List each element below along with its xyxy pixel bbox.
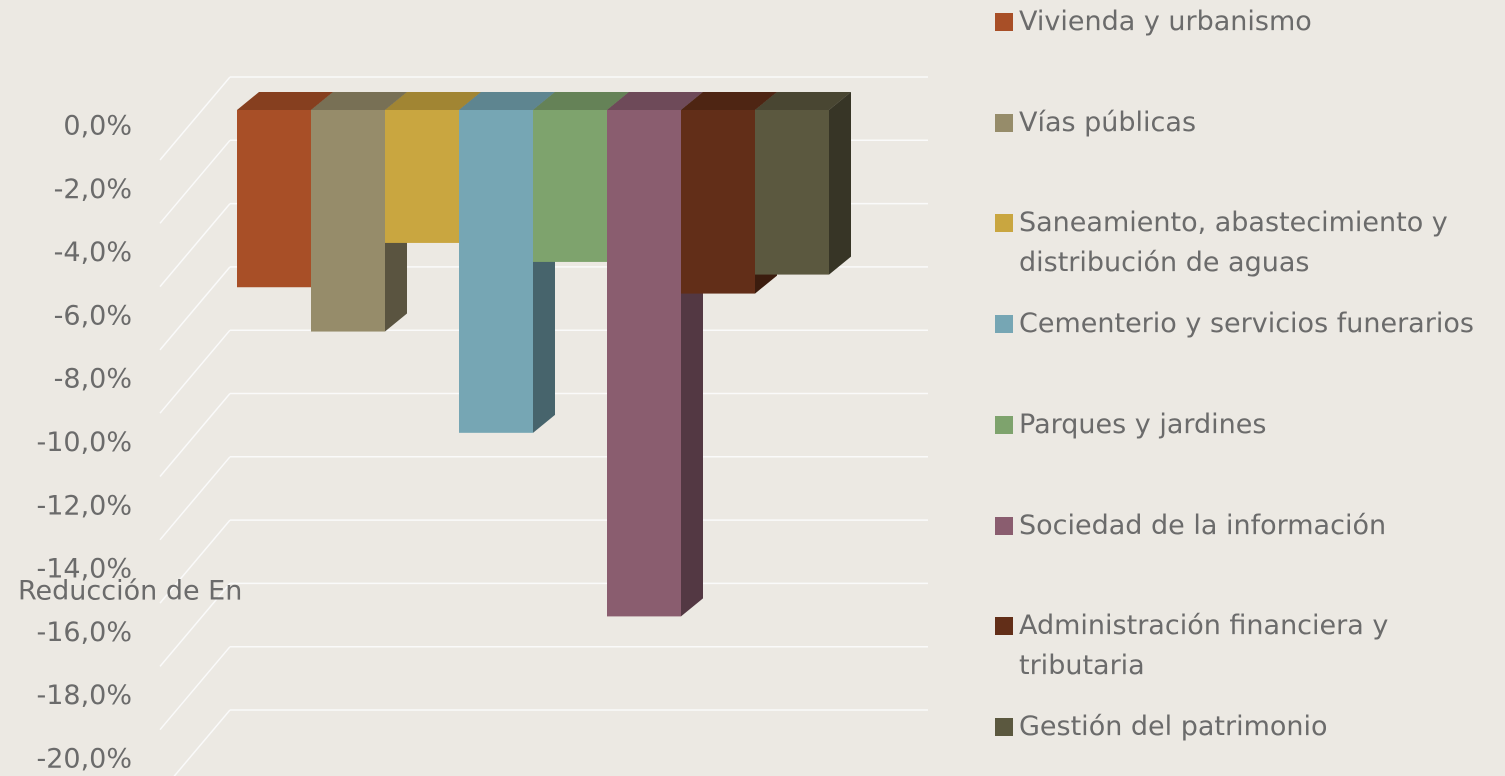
grid-line bbox=[159, 76, 231, 161]
y-tick-label: -12,0% bbox=[36, 490, 132, 521]
grid-line bbox=[159, 393, 231, 477]
legend-label: Administración financiera y tributaria bbox=[1019, 610, 1389, 682]
y-tick-label: -4,0% bbox=[54, 237, 132, 268]
bar-top bbox=[311, 92, 407, 110]
legend-swatch bbox=[995, 717, 1013, 736]
grid-line bbox=[159, 329, 231, 414]
grid-line bbox=[159, 646, 231, 731]
bar bbox=[533, 110, 607, 262]
y-tick-label: -14,0% bbox=[36, 554, 132, 585]
bar bbox=[755, 110, 829, 275]
y-tick-label: -6,0% bbox=[54, 300, 132, 331]
legend-swatch bbox=[995, 315, 1013, 334]
grid-line bbox=[159, 203, 231, 288]
legend-item: Cementerio y servicios funerarios bbox=[995, 304, 1500, 344]
legend-item: Gestión del patrimonio bbox=[995, 707, 1500, 747]
grid-line bbox=[159, 519, 231, 604]
chart: 0,0% -2,0% -4,0% -6,0% -8,0% -10,0% -12,0% -14,… bbox=[18, 76, 928, 776]
legend-label: Saneamiento, abastecimiento y distribuci… bbox=[1019, 207, 1448, 279]
x-tick-label: Reducción de En bbox=[18, 576, 242, 607]
y-tick-label: -18,0% bbox=[36, 680, 132, 711]
bar-top bbox=[681, 92, 777, 110]
y-tick-label: -20,0% bbox=[36, 744, 132, 775]
legend-swatch bbox=[995, 214, 1013, 233]
grid-line bbox=[159, 266, 231, 351]
grid-line bbox=[159, 456, 231, 541]
legend-swatch bbox=[995, 415, 1013, 434]
legend-label: Sociedad de la información bbox=[1019, 509, 1387, 541]
bar bbox=[681, 110, 755, 294]
bar-top bbox=[607, 92, 703, 110]
y-tick-label: 0,0% bbox=[63, 111, 132, 142]
legend-item: Vías públicas bbox=[995, 103, 1500, 143]
legend-item: Administración financiera y tributaria bbox=[995, 606, 1500, 686]
legend-swatch bbox=[995, 516, 1013, 535]
bar-top bbox=[385, 92, 481, 110]
grid-line bbox=[159, 139, 231, 224]
bar-top bbox=[237, 92, 333, 110]
y-tick-label: -16,0% bbox=[36, 617, 132, 648]
grid-line bbox=[159, 582, 231, 667]
y-tick-label: -2,0% bbox=[54, 174, 132, 205]
bar-side bbox=[829, 92, 851, 275]
grid-line bbox=[173, 709, 231, 776]
legend-item: Parques y jardines bbox=[995, 405, 1500, 445]
legend-item: Vivienda y urbanismo bbox=[995, 2, 1500, 42]
legend-label: Vías públicas bbox=[1019, 106, 1197, 138]
y-tick-label: -8,0% bbox=[54, 364, 132, 395]
bar-top bbox=[755, 92, 851, 110]
bar bbox=[385, 110, 459, 243]
legend-label: Cementerio y servicios funerarios bbox=[1019, 308, 1474, 340]
legend-swatch bbox=[995, 617, 1013, 636]
legend-item: Sociedad de la información bbox=[995, 506, 1500, 546]
legend-item: Saneamiento, abastecimiento y distribuci… bbox=[995, 203, 1500, 283]
y-tick-label: -10,0% bbox=[36, 427, 132, 458]
bar bbox=[459, 110, 533, 433]
legend-label: Parques y jardines bbox=[1019, 408, 1267, 440]
legend-label: Vivienda y urbanismo bbox=[1019, 6, 1312, 37]
bar bbox=[607, 110, 681, 617]
legend-swatch bbox=[995, 113, 1013, 132]
bar-top bbox=[533, 92, 629, 110]
legend-swatch bbox=[995, 13, 1013, 31]
bar-top bbox=[459, 92, 555, 110]
legend-label: Gestión del patrimonio bbox=[1019, 710, 1328, 742]
bar bbox=[237, 110, 311, 288]
bar bbox=[311, 110, 385, 332]
